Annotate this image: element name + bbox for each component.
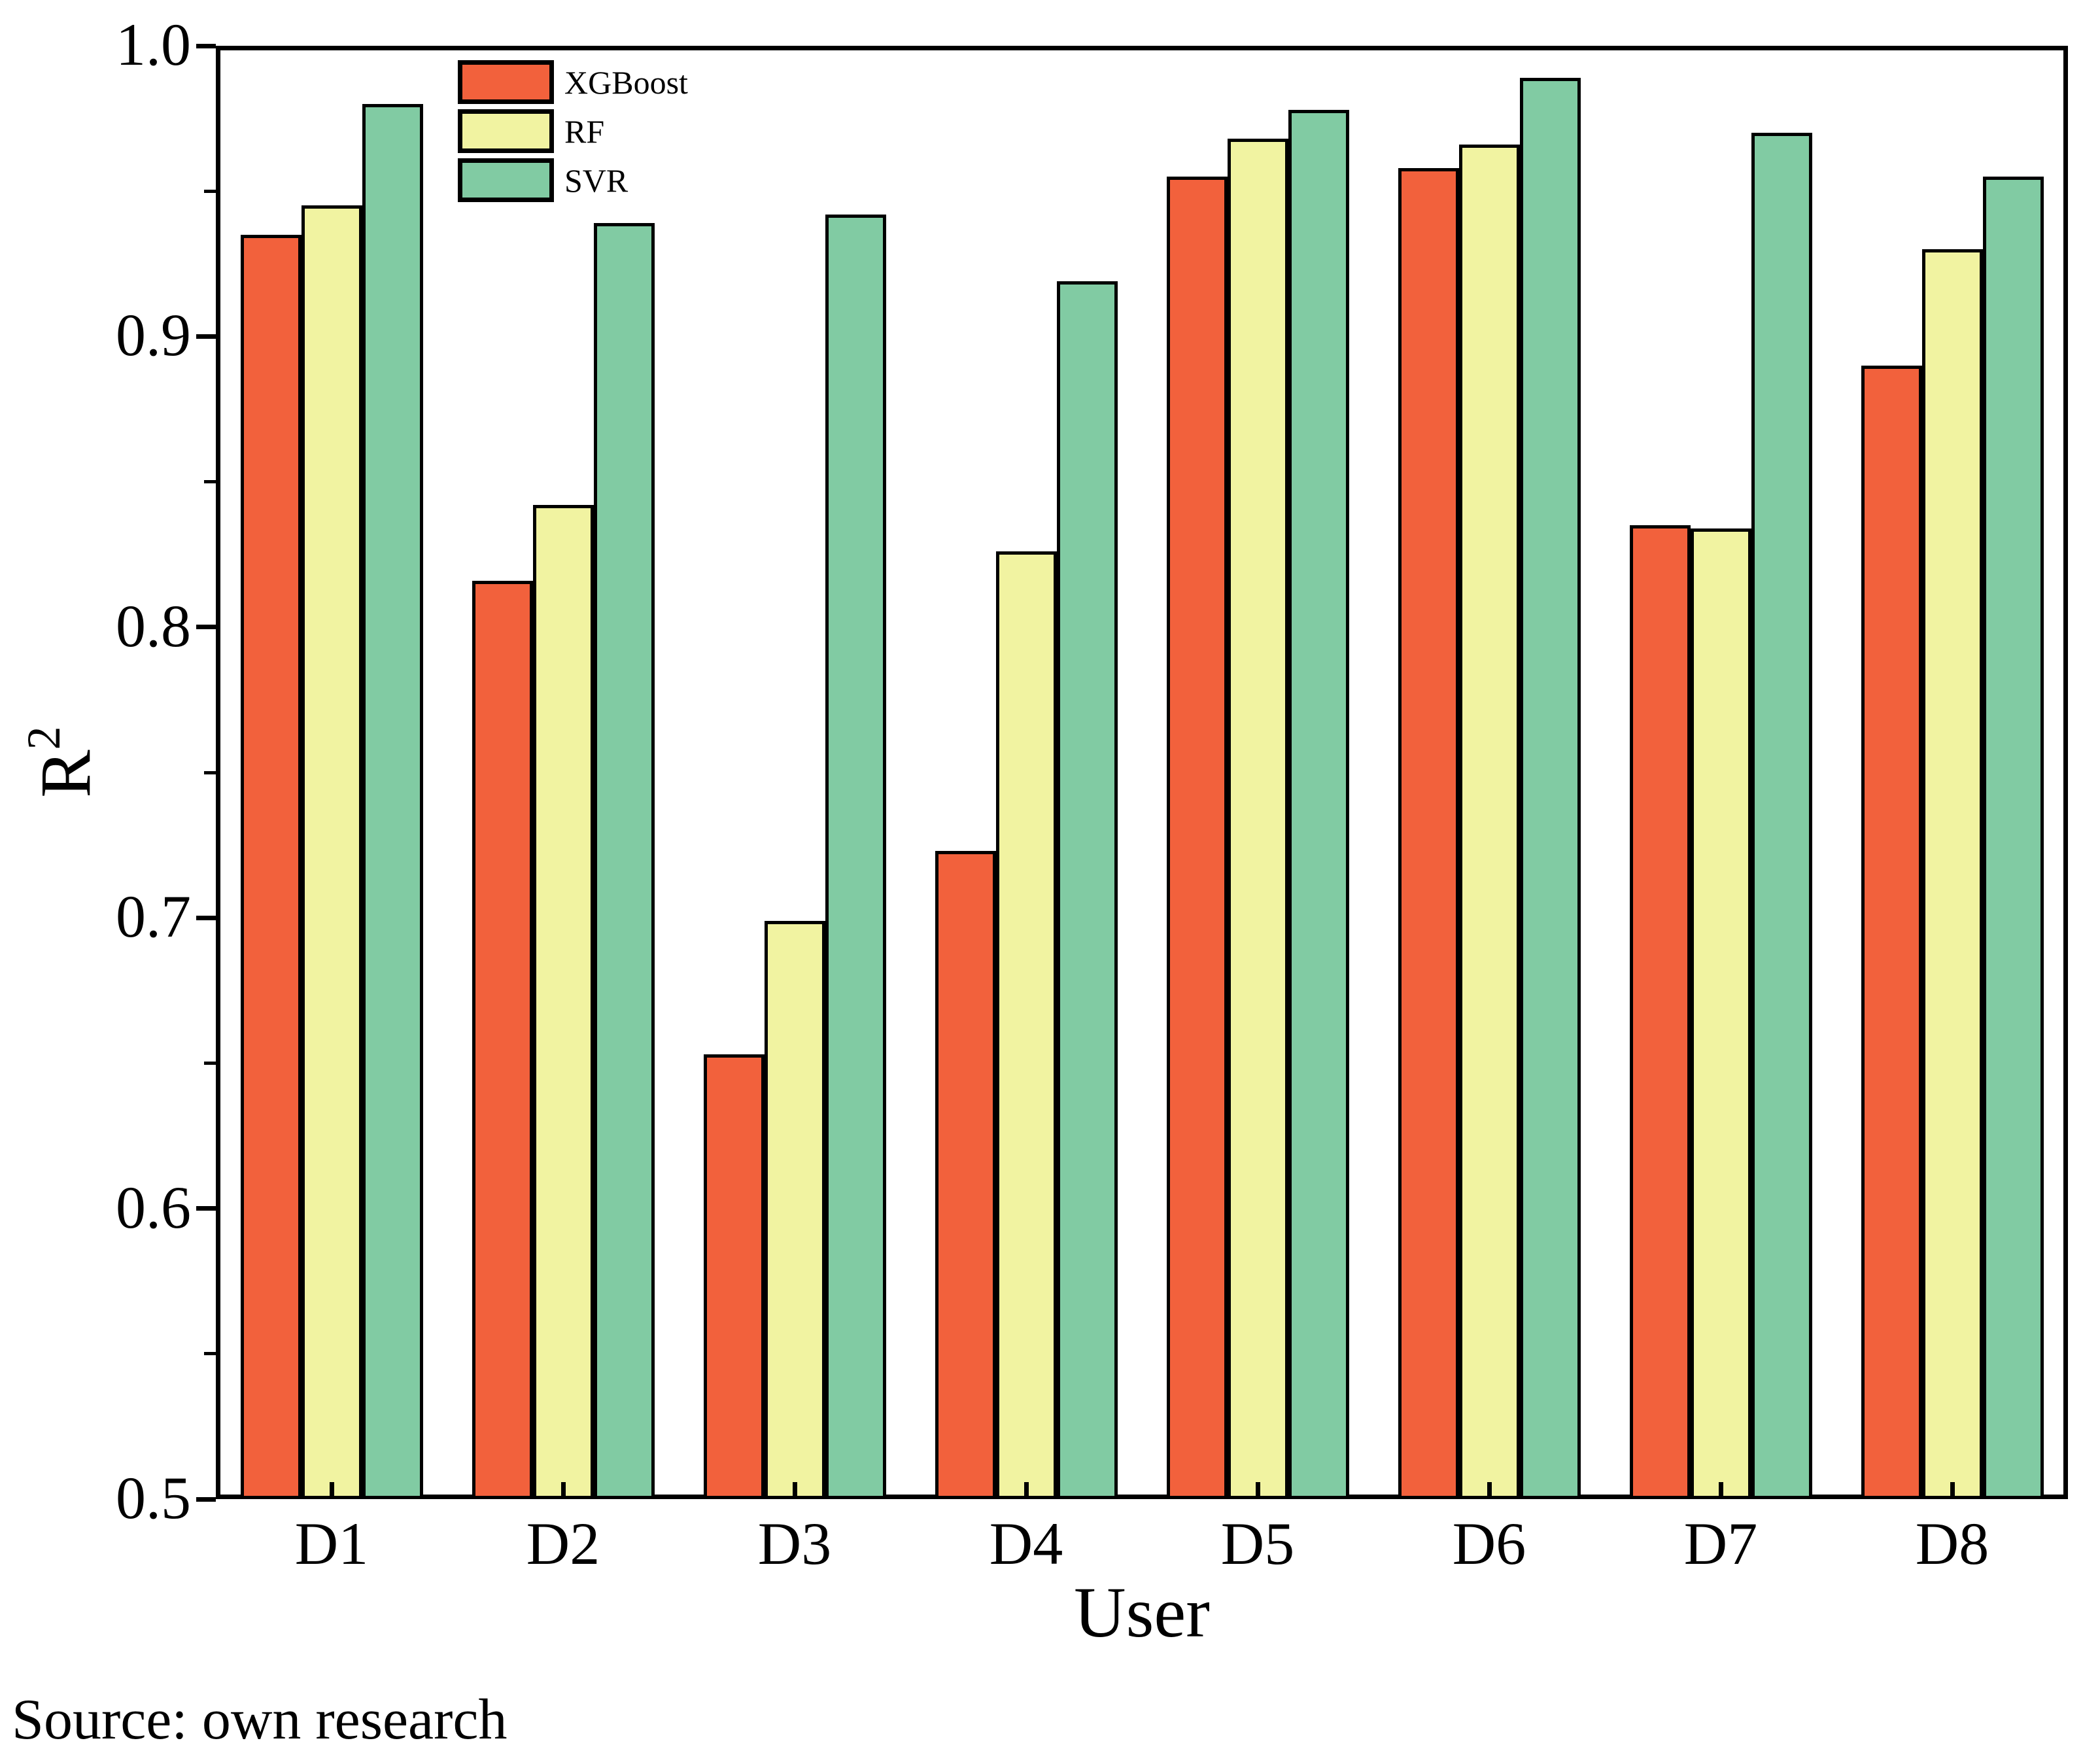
y-axis-minor-tick xyxy=(204,189,216,193)
legend-item-xgboost: XGBoost xyxy=(458,60,688,104)
y-axis-minor-tick xyxy=(204,1061,216,1065)
legend-swatch-svr xyxy=(458,158,554,202)
bar-svr-d7 xyxy=(1751,133,1812,1499)
y-axis-major-tick xyxy=(196,625,216,630)
bar-xgboost-d4 xyxy=(935,850,996,1499)
bar-xgboost-d3 xyxy=(703,1054,765,1499)
bar-rf-d2 xyxy=(532,505,594,1499)
bar-rf-d3 xyxy=(764,920,825,1499)
bar-svr-d3 xyxy=(825,214,886,1499)
x-axis-tick xyxy=(1487,1482,1492,1499)
x-axis-tick-label-d7: D7 xyxy=(1683,1510,1758,1577)
x-axis-title: User xyxy=(1074,1572,1210,1652)
x-axis-tick xyxy=(1950,1482,1955,1499)
bar-svr-d2 xyxy=(593,223,655,1499)
x-axis-tick-label-d8: D8 xyxy=(1915,1510,1989,1577)
bar-rf-d6 xyxy=(1458,145,1520,1499)
y-axis-minor-tick xyxy=(204,770,216,774)
x-axis-tick-label-d2: D2 xyxy=(526,1510,600,1577)
x-axis-tick-label-d6: D6 xyxy=(1452,1510,1526,1577)
x-axis-tick xyxy=(1718,1482,1723,1499)
legend-swatch-xgboost xyxy=(458,60,554,104)
x-axis-tick xyxy=(329,1482,334,1499)
x-axis-tick-label-d3: D3 xyxy=(757,1510,832,1577)
x-axis-tick xyxy=(560,1482,566,1499)
bar-svr-d6 xyxy=(1519,77,1581,1499)
y-axis-tick-label: 0.8 xyxy=(116,592,191,659)
y-axis-major-tick xyxy=(196,1496,216,1502)
y-axis-minor-tick xyxy=(204,1352,216,1356)
legend-label-rf: RF xyxy=(564,112,605,150)
y-axis-tick-label: 0.5 xyxy=(116,1464,191,1532)
bar-rf-d8 xyxy=(1921,249,1983,1499)
bar-svr-d8 xyxy=(1982,176,2044,1499)
y-axis-tick-label: 0.6 xyxy=(116,1173,191,1241)
bar-xgboost-d6 xyxy=(1398,167,1459,1499)
bar-svr-d5 xyxy=(1288,109,1349,1499)
x-axis-tick xyxy=(1255,1482,1260,1499)
source-note: Source: own research xyxy=(12,1688,508,1752)
y-axis-title: R2 xyxy=(18,726,105,797)
y-axis-tick-label: 0.9 xyxy=(116,302,191,369)
y-axis-major-tick xyxy=(196,334,216,339)
x-axis-tick-label-d1: D1 xyxy=(294,1510,369,1577)
y-axis-major-tick xyxy=(196,43,216,48)
bar-xgboost-d5 xyxy=(1166,176,1228,1499)
y-axis-major-tick xyxy=(196,915,216,920)
x-axis-tick-label-d5: D5 xyxy=(1220,1510,1295,1577)
legend-label-xgboost: XGBoost xyxy=(564,63,688,101)
bar-xgboost-d7 xyxy=(1629,525,1691,1499)
bar-xgboost-d8 xyxy=(1861,365,1922,1499)
y-axis-tick-label: 1.0 xyxy=(116,11,191,78)
y-axis-title-sup: 2 xyxy=(18,726,70,750)
legend-item-svr: SVR xyxy=(458,158,688,202)
bar-xgboost-d1 xyxy=(240,234,301,1499)
bar-xgboost-d2 xyxy=(472,580,533,1499)
bar-rf-d4 xyxy=(995,551,1057,1499)
legend-item-rf: RF xyxy=(458,109,688,153)
legend: XGBoost RF SVR xyxy=(458,60,688,202)
bar-rf-d1 xyxy=(301,205,362,1499)
x-axis-tick-label-d4: D4 xyxy=(989,1510,1063,1577)
y-axis-title-base: R xyxy=(26,750,105,798)
bar-svr-d4 xyxy=(1056,281,1118,1499)
y-axis-minor-tick xyxy=(204,480,216,484)
y-axis-tick-label: 0.7 xyxy=(116,883,191,950)
legend-label-svr: SVR xyxy=(564,162,628,199)
x-axis-tick xyxy=(792,1482,797,1499)
bar-rf-d5 xyxy=(1227,139,1288,1499)
bar-svr-d1 xyxy=(362,103,423,1499)
bar-rf-d7 xyxy=(1690,528,1751,1499)
x-axis-tick xyxy=(1024,1482,1029,1499)
legend-swatch-rf xyxy=(458,109,554,153)
y-axis-major-tick xyxy=(196,1206,216,1211)
